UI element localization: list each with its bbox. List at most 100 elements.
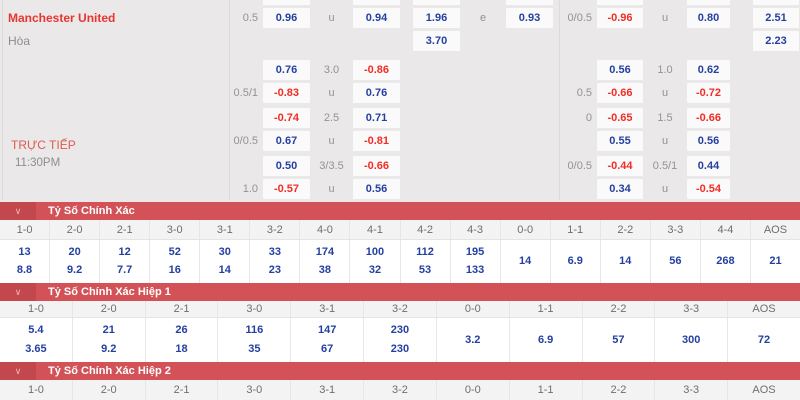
odds-value-cell[interactable]: -0.57 (263, 179, 310, 199)
score-odds-value[interactable]: 230 (390, 343, 410, 355)
score-odds-cell[interactable]: 6.9 (549, 240, 600, 283)
odds-value-cell[interactable]: 1.96 (413, 8, 460, 28)
score-odds-cell[interactable]: 6.9 (508, 318, 582, 362)
score-odds-value[interactable]: 72 (757, 333, 771, 346)
score-odds-value[interactable]: 14 (619, 255, 632, 267)
odds-value-cell[interactable]: -0.66 (597, 83, 643, 103)
score-odds-cell[interactable]: 112 53 (399, 240, 450, 283)
score-odds-value[interactable]: 32 (368, 264, 382, 277)
score-odds-value[interactable]: 6.9 (537, 333, 554, 346)
score-odds-cell[interactable]: 195 133 (449, 240, 500, 283)
score-odds-value[interactable]: 13 (18, 245, 31, 258)
score-odds-value[interactable]: 21 (769, 255, 782, 267)
score-odds-value[interactable]: 18 (175, 343, 188, 355)
score-odds-cell[interactable]: 100 32 (349, 240, 399, 283)
score-odds-cell[interactable]: 5.4 3.65 (0, 318, 72, 362)
score-odds-value[interactable]: 6.9 (567, 255, 583, 267)
score-odds-value[interactable]: 57 (612, 333, 625, 346)
score-odds-cell[interactable]: 56 (649, 240, 700, 283)
score-odds-cell[interactable]: 21 (749, 240, 800, 283)
score-odds-cell[interactable]: 13 8.8 (0, 240, 49, 283)
score-odds-value[interactable]: 38 (318, 264, 332, 277)
score-odds-value[interactable]: 5.4 (28, 324, 44, 336)
score-odds-value[interactable]: 100 (365, 245, 385, 258)
section-banner[interactable]: ∨ Tỷ Số Chính Xác Hiệp 2 (0, 362, 800, 380)
score-odds-value[interactable]: 9.2 (66, 264, 83, 277)
odds-value-cell[interactable]: 2.51 (753, 8, 799, 28)
score-odds-value[interactable]: 3.2 (465, 333, 481, 346)
score-odds-value[interactable]: 7.7 (117, 264, 133, 277)
score-odds-cell[interactable]: 30 14 (199, 240, 249, 283)
odds-value-cell[interactable]: 0.67 (263, 131, 310, 151)
odds-value-cell[interactable]: 0.56 (597, 60, 643, 80)
odds-value-cell[interactable]: -0.44 (597, 156, 643, 176)
score-odds-value[interactable]: 33 (268, 245, 281, 258)
score-odds-cell[interactable]: 3.2 (435, 318, 509, 362)
score-odds-value[interactable]: 195 (465, 245, 485, 258)
score-odds-value[interactable]: 56 (669, 255, 682, 267)
score-odds-value[interactable]: 14 (218, 264, 231, 277)
odds-value-cell[interactable]: 0.93 (506, 8, 553, 28)
chevron-down-icon[interactable]: ∨ (0, 283, 36, 301)
score-odds-value[interactable]: 268 (716, 255, 735, 267)
chevron-down-icon[interactable]: ∨ (0, 202, 36, 220)
score-odds-cell[interactable]: 147 67 (290, 318, 363, 362)
odds-value-cell[interactable]: 0.94 (353, 8, 400, 28)
odds-value-cell[interactable]: 0.80 (687, 8, 730, 28)
score-odds-cell[interactable]: 57 (581, 318, 655, 362)
score-odds-cell[interactable]: 268 (699, 240, 750, 283)
score-odds-cell[interactable]: 116 35 (217, 318, 290, 362)
score-odds-value[interactable]: 16 (168, 264, 181, 277)
score-odds-value[interactable]: 35 (248, 343, 261, 355)
score-odds-cell[interactable]: 72 (727, 318, 800, 362)
score-odds-cell[interactable]: 12 7.7 (99, 240, 149, 283)
odds-value-cell[interactable]: -0.74 (263, 108, 310, 128)
odds-value-cell[interactable]: -0.54 (687, 179, 730, 199)
score-odds-value[interactable]: 3.65 (25, 343, 47, 355)
score-odds-value[interactable]: 21 (102, 324, 115, 336)
odds-value-cell[interactable]: -0.72 (687, 83, 730, 103)
score-odds-value[interactable]: 8.8 (16, 264, 33, 277)
odds-value-cell[interactable]: 0.56 (353, 179, 400, 199)
score-odds-cell[interactable]: 14 (599, 240, 650, 283)
odds-value-cell[interactable]: 0.62 (687, 60, 730, 80)
score-odds-value[interactable]: 147 (317, 324, 337, 336)
odds-value-cell[interactable]: -0.81 (353, 131, 400, 151)
odds-value-cell[interactable]: 2.23 (753, 31, 799, 51)
odds-value-cell[interactable]: -0.66 (687, 108, 730, 128)
score-odds-value[interactable]: 23 (268, 264, 281, 277)
odds-value-cell[interactable]: -0.86 (353, 60, 400, 80)
odds-value-cell[interactable]: 3.70 (413, 31, 460, 51)
odds-value-cell[interactable]: 0.71 (353, 108, 400, 128)
score-odds-cell[interactable]: 20 9.2 (49, 240, 99, 283)
odds-value-cell[interactable]: 0.55 (597, 131, 643, 151)
odds-value-cell[interactable]: 0.76 (263, 60, 310, 80)
section-banner[interactable]: ∨ Tỷ Số Chính Xác Hiệp 1 (0, 283, 800, 301)
score-odds-cell[interactable]: 52 16 (149, 240, 199, 283)
score-odds-value[interactable]: 112 (416, 245, 434, 258)
score-odds-value[interactable]: 116 (245, 324, 264, 336)
odds-value-cell[interactable]: 0.44 (687, 156, 730, 176)
score-odds-cell[interactable]: 14 (499, 240, 550, 283)
odds-value-cell[interactable]: -0.66 (353, 156, 400, 176)
odds-value-cell[interactable]: 0.96 (263, 8, 310, 28)
score-odds-value[interactable]: 230 (390, 324, 410, 336)
odds-value-cell[interactable]: 0.76 (353, 83, 400, 103)
odds-value-cell[interactable]: -0.65 (597, 108, 643, 128)
score-odds-value[interactable]: 26 (175, 324, 188, 336)
score-odds-value[interactable]: 174 (315, 245, 335, 258)
odds-value-cell[interactable]: 0.56 (687, 131, 730, 151)
score-odds-value[interactable]: 30 (218, 245, 231, 258)
score-odds-cell[interactable]: 26 18 (144, 318, 218, 362)
odds-value-cell[interactable]: -0.96 (597, 8, 643, 28)
score-odds-value[interactable]: 53 (418, 264, 432, 277)
score-odds-cell[interactable]: 230 230 (363, 318, 436, 362)
score-odds-cell[interactable]: 33 23 (249, 240, 299, 283)
score-odds-value[interactable]: 20 (68, 245, 81, 258)
score-odds-cell[interactable]: 300 (654, 318, 727, 362)
score-odds-value[interactable]: 9.2 (101, 343, 117, 355)
score-odds-value[interactable]: 300 (682, 333, 701, 346)
odds-value-cell[interactable]: -0.83 (263, 83, 310, 103)
score-odds-value[interactable]: 67 (321, 343, 334, 355)
score-odds-value[interactable]: 133 (465, 264, 485, 277)
